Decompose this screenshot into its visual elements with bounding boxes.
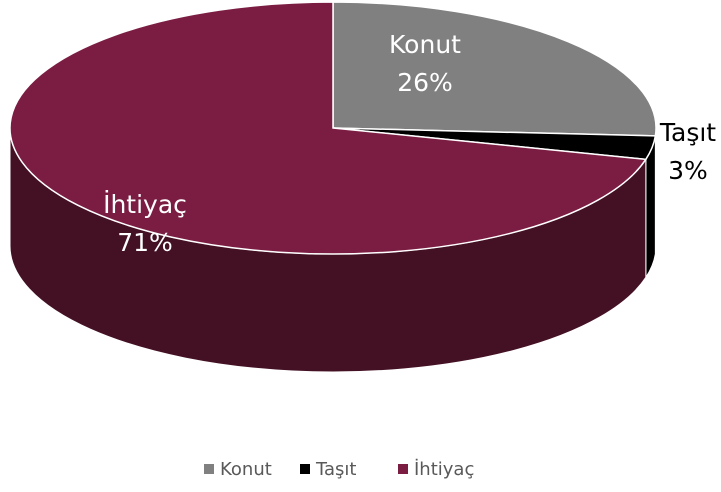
legend-label: Konut [220,459,272,480]
legend-swatch [204,464,214,474]
slice-value: 26% [397,68,453,97]
legend-swatch [300,464,310,474]
slice [9,1,648,255]
legend-label: Taşıt [315,459,356,480]
slice-label: Taşıt [659,118,716,147]
legend-label: İhtiyaç [414,459,474,480]
legend-swatch [398,464,408,474]
slice-value: 3% [668,156,708,185]
slice-value: 71% [117,228,173,257]
slice [332,1,657,137]
slice-label: İhtiyaç [103,190,187,219]
slice-label: Konut [389,30,461,59]
